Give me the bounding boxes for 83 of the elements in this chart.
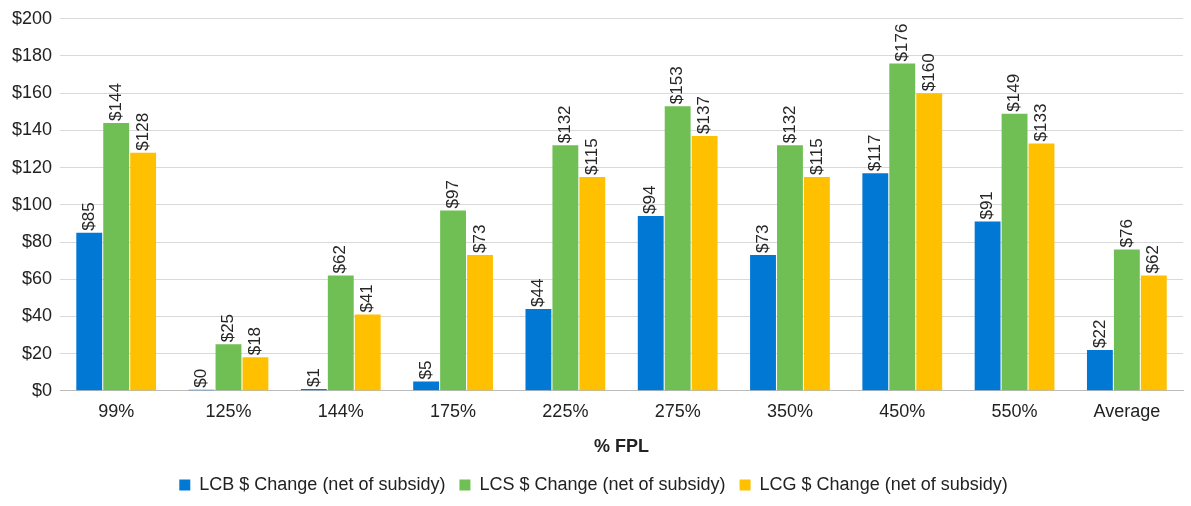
x-tick-label: 175% <box>430 400 477 421</box>
bar <box>1028 143 1055 391</box>
data-label: $91 <box>977 191 997 220</box>
data-label: $115 <box>582 138 602 175</box>
data-label: $5 <box>415 360 435 380</box>
bar <box>327 275 354 391</box>
x-tick-label: Average <box>1093 400 1161 421</box>
bar <box>1086 349 1113 391</box>
y-tick-label: $80 <box>22 230 53 251</box>
bar <box>552 145 579 391</box>
y-tick-label: $180 <box>12 44 53 65</box>
data-label: $153 <box>667 66 687 105</box>
data-label: $62 <box>330 245 350 274</box>
data-label: $18 <box>245 326 265 356</box>
bar <box>413 381 440 391</box>
x-tick-label: 125% <box>205 400 252 421</box>
bar <box>1113 249 1140 391</box>
y-tick-label: $60 <box>22 268 53 289</box>
bar <box>1001 113 1028 391</box>
bar <box>467 255 493 391</box>
y-tick-label: $120 <box>12 156 53 177</box>
legend-label: LCS $ Change (net of subsidy) <box>479 473 726 494</box>
x-tick-label: 550% <box>991 400 1038 421</box>
bar <box>130 152 157 391</box>
y-tick-label: $140 <box>12 119 53 140</box>
data-label: $22 <box>1089 319 1109 348</box>
x-tick-label: 275% <box>654 400 701 421</box>
x-tick-label: 350% <box>766 400 813 421</box>
y-tick-label: $20 <box>22 342 53 363</box>
x-tick-label: 450% <box>879 400 926 421</box>
bar <box>803 176 830 391</box>
bar <box>354 314 381 391</box>
data-label: $144 <box>105 83 125 121</box>
bar <box>916 93 943 391</box>
bar <box>215 344 242 391</box>
legend-label: LCG $ Change (net of subsidy) <box>759 473 1008 494</box>
data-label: $149 <box>1004 73 1024 112</box>
data-label: $117 <box>865 134 884 172</box>
data-label: $62 <box>1143 245 1163 274</box>
data-label: $1 <box>303 368 323 387</box>
data-label: $132 <box>779 105 799 144</box>
data-label: $85 <box>78 202 98 231</box>
data-label: $76 <box>1116 219 1136 248</box>
x-tick-label: 144% <box>317 400 364 421</box>
y-tick-label: $160 <box>12 82 53 103</box>
data-label: $176 <box>891 23 911 62</box>
data-label: $160 <box>918 53 938 92</box>
y-tick-label: $40 <box>22 305 53 326</box>
data-label: $97 <box>442 180 462 209</box>
bar <box>862 173 889 391</box>
bar <box>242 357 269 391</box>
data-label: $115 <box>806 138 826 175</box>
data-label: $133 <box>1031 103 1051 142</box>
y-tick-label: $200 <box>12 7 53 28</box>
bar <box>525 308 552 391</box>
bar <box>637 215 664 391</box>
bar <box>103 122 130 391</box>
data-label: $73 <box>752 224 772 254</box>
data-label: $41 <box>357 284 377 313</box>
bar <box>579 176 606 391</box>
bar <box>1140 275 1167 391</box>
data-label: $128 <box>132 112 152 151</box>
data-label: $137 <box>694 96 714 134</box>
bar <box>691 135 718 391</box>
data-label: $73 <box>469 224 489 254</box>
bar <box>76 232 103 391</box>
legend-label: LCB $ Change (net of subsidy) <box>199 473 446 494</box>
data-label: $25 <box>218 313 238 343</box>
data-label: $0 <box>191 368 211 388</box>
y-tick-label: $0 <box>32 379 53 400</box>
bar <box>750 255 776 391</box>
x-tick-label: 225% <box>542 400 589 421</box>
bar <box>664 106 691 391</box>
y-tick-label: $100 <box>12 193 53 214</box>
bar <box>440 210 467 391</box>
bar <box>777 145 803 391</box>
bar <box>974 221 1001 391</box>
x-axis-title: % FPL <box>594 436 650 457</box>
x-tick-label: 99% <box>98 400 135 421</box>
data-label: $44 <box>528 278 548 307</box>
data-label: $132 <box>555 105 575 144</box>
bar <box>889 63 916 391</box>
data-label: $94 <box>640 185 660 214</box>
